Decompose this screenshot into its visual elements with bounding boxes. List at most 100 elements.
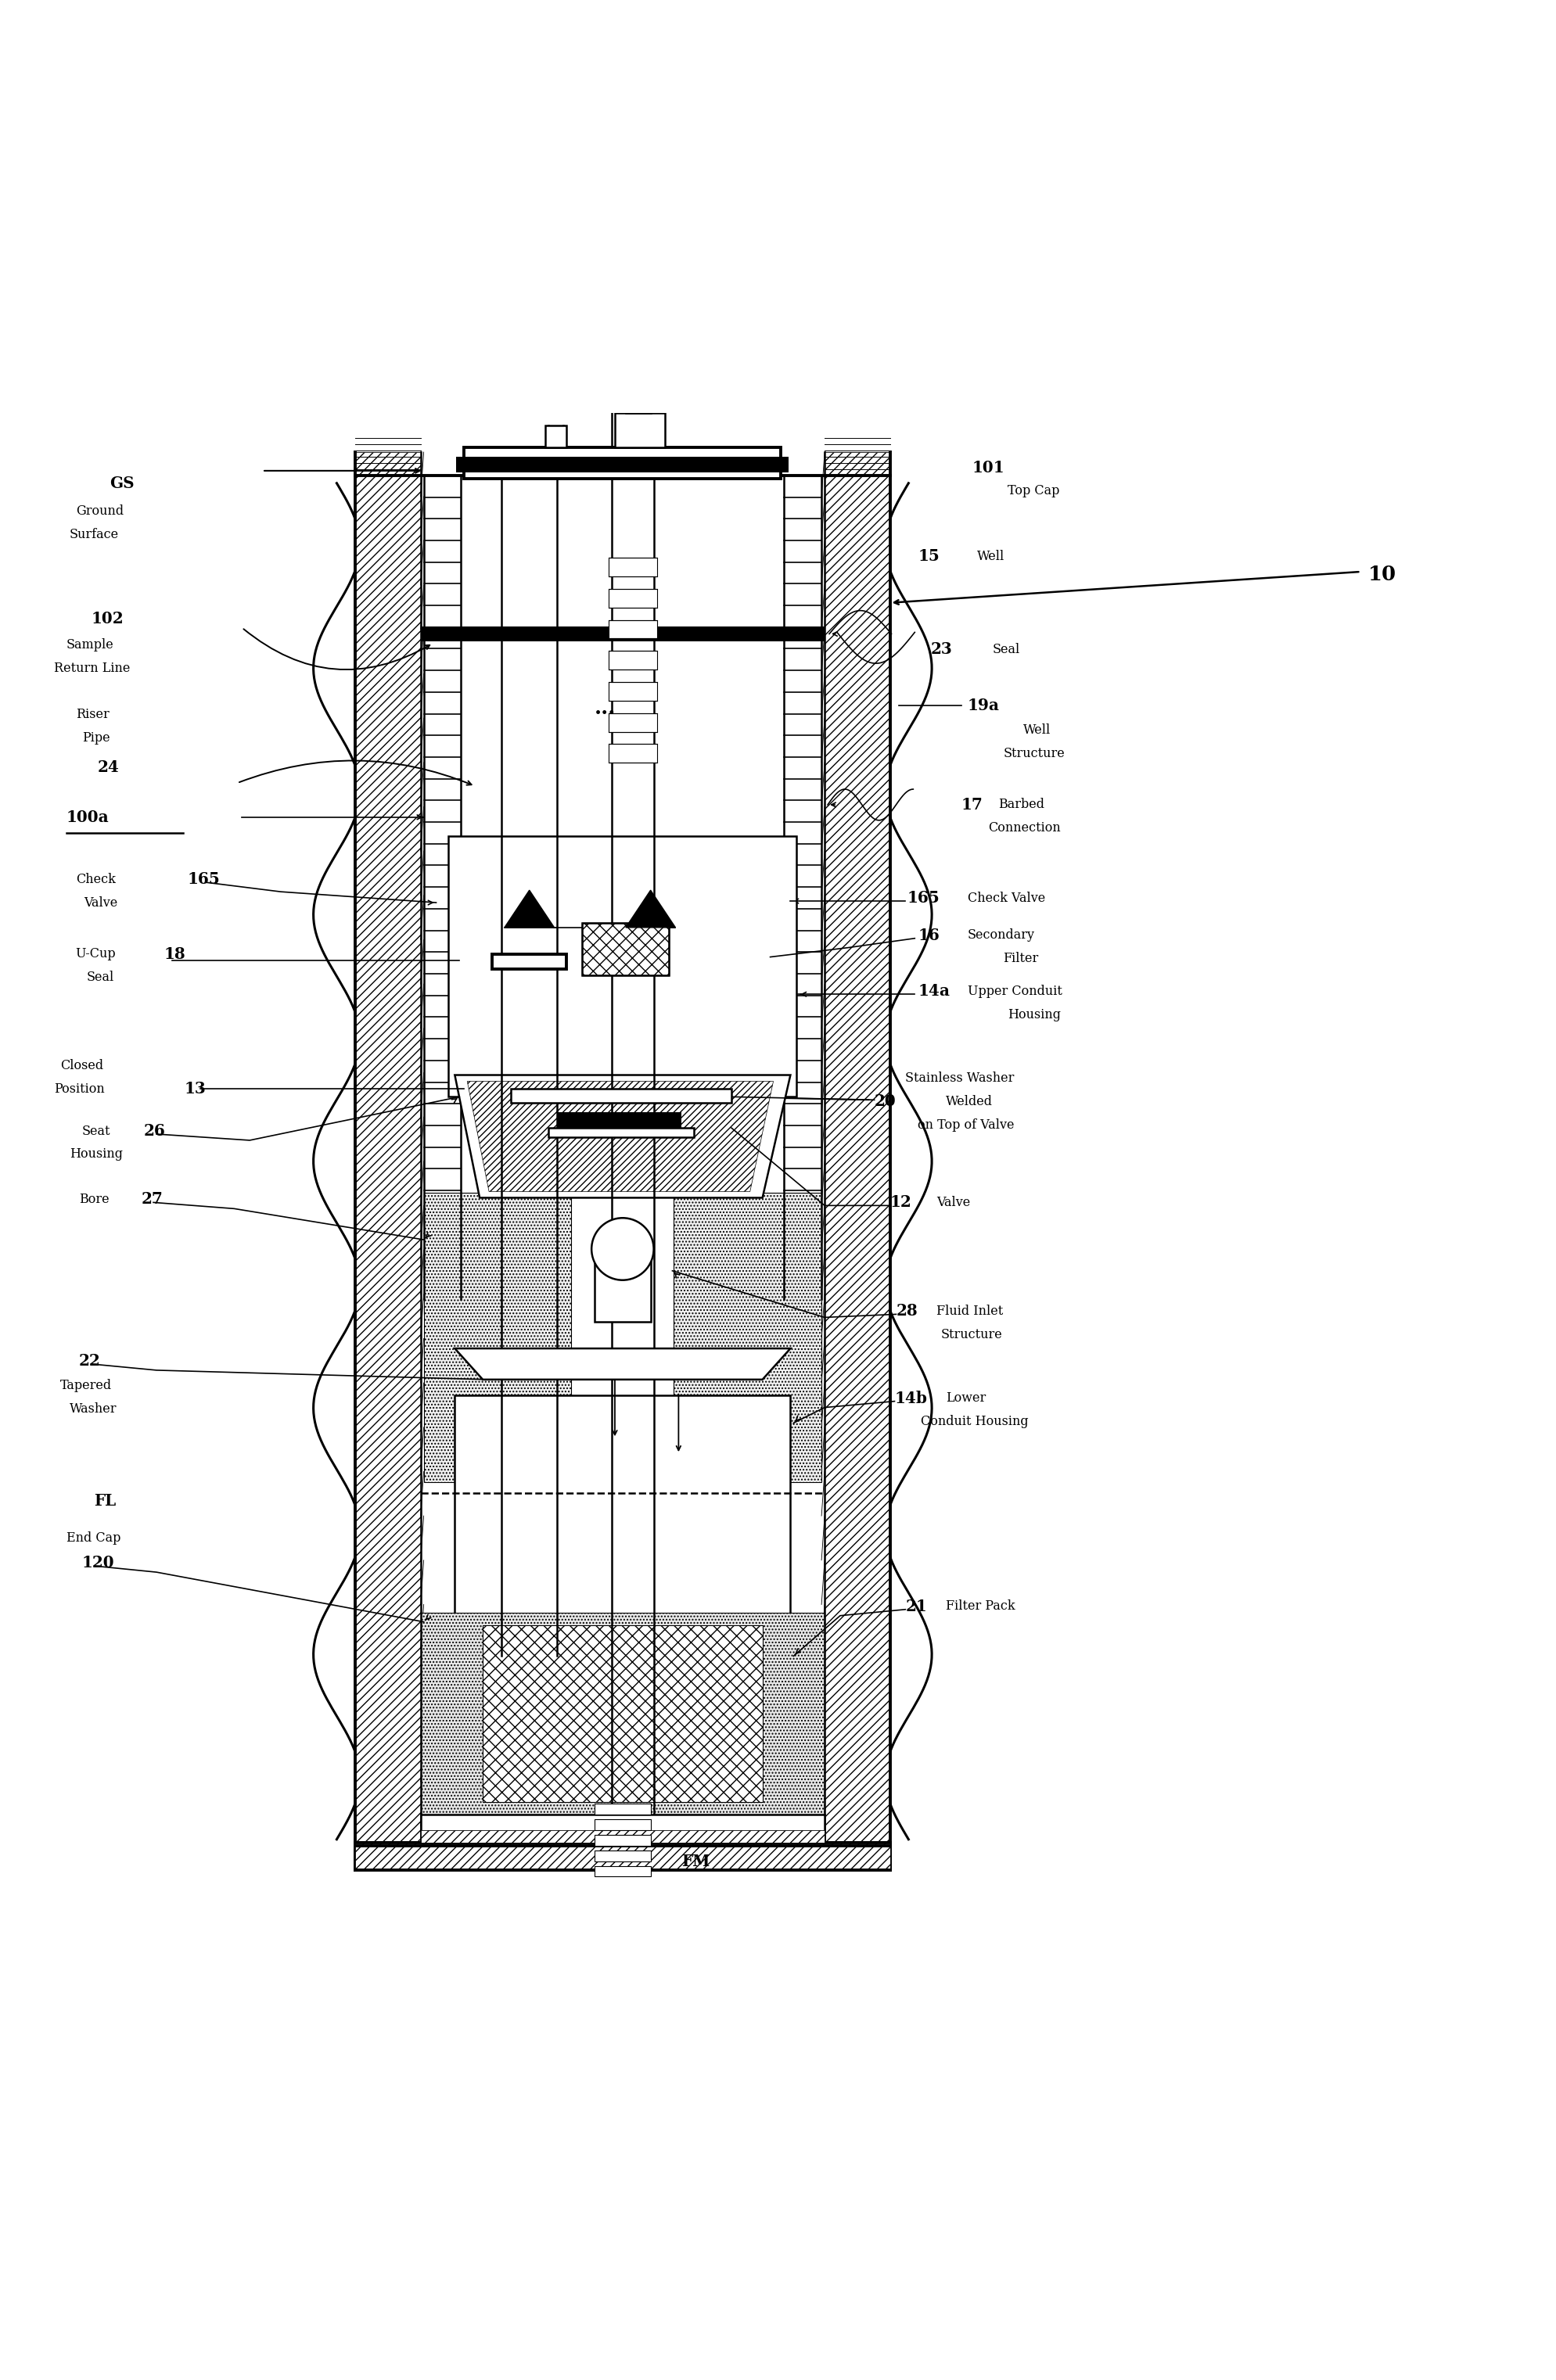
Text: 16: 16 — [918, 928, 940, 942]
Bar — [608, 652, 657, 669]
Text: on Top of Valve: on Top of Valve — [918, 1119, 1015, 1130]
Text: 102: 102 — [92, 612, 124, 626]
Bar — [608, 619, 657, 638]
Text: 18: 18 — [165, 947, 187, 962]
Text: Filter Pack: Filter Pack — [946, 1599, 1015, 1614]
Bar — [548, 1128, 694, 1138]
Text: 101: 101 — [972, 459, 1005, 476]
Bar — [594, 1804, 650, 1814]
Text: Filter: Filter — [1004, 952, 1039, 966]
Text: 26: 26 — [145, 1123, 166, 1138]
Bar — [582, 923, 669, 976]
Text: 12: 12 — [890, 1195, 912, 1211]
Text: Housing: Housing — [70, 1147, 123, 1161]
Text: 24: 24 — [98, 759, 120, 776]
Text: Well: Well — [1024, 724, 1052, 738]
Bar — [423, 1192, 571, 1483]
Text: Pipe: Pipe — [82, 731, 110, 745]
Bar — [482, 1626, 762, 1802]
Text: 14a: 14a — [918, 983, 949, 1000]
Text: Valve: Valve — [84, 895, 117, 909]
Text: 100a: 100a — [67, 809, 109, 826]
Bar — [608, 745, 657, 764]
Text: 22: 22 — [79, 1354, 101, 1368]
Text: U-Cup: U-Cup — [76, 947, 117, 962]
Text: Stainless Washer: Stainless Washer — [906, 1071, 1015, 1085]
Text: 120: 120 — [82, 1554, 115, 1571]
Text: Upper Conduit: Upper Conduit — [968, 985, 1063, 997]
Text: Position: Position — [54, 1083, 104, 1095]
Bar — [674, 1192, 822, 1483]
Text: Bore: Bore — [79, 1192, 109, 1207]
Bar — [608, 557, 657, 576]
Bar — [454, 1395, 790, 1814]
Text: Structure: Structure — [941, 1328, 1002, 1340]
Bar — [825, 452, 890, 1871]
Text: FM: FM — [682, 1854, 710, 1868]
Text: Sample: Sample — [67, 638, 114, 652]
Text: Conduit Housing: Conduit Housing — [921, 1414, 1029, 1428]
Text: Fluid Inlet: Fluid Inlet — [937, 1304, 1004, 1319]
Polygon shape — [454, 1076, 790, 1197]
Bar — [594, 1818, 650, 1830]
Text: Connection: Connection — [988, 821, 1060, 835]
Bar — [608, 714, 657, 731]
Text: 165: 165 — [188, 871, 221, 888]
Bar — [608, 683, 657, 700]
Bar — [510, 1090, 731, 1102]
Text: Closed: Closed — [61, 1059, 103, 1073]
Text: End Cap: End Cap — [67, 1530, 121, 1545]
Text: Structure: Structure — [1004, 747, 1064, 759]
Text: 13: 13 — [185, 1081, 205, 1097]
Text: 17: 17 — [962, 797, 983, 812]
Text: Seat: Seat — [82, 1123, 110, 1138]
Text: Seal: Seal — [87, 971, 114, 983]
Circle shape — [591, 1219, 654, 1280]
Text: 28: 28 — [896, 1304, 918, 1319]
Bar — [420, 1614, 825, 1814]
Text: Return Line: Return Line — [54, 662, 131, 674]
Text: Barbed: Barbed — [999, 797, 1044, 812]
Polygon shape — [467, 1081, 773, 1192]
Text: 21: 21 — [906, 1599, 927, 1614]
Text: Well: Well — [977, 550, 1005, 562]
Text: Riser: Riser — [76, 707, 109, 721]
Polygon shape — [454, 1349, 790, 1380]
Bar — [355, 1842, 890, 1871]
Text: 19a: 19a — [968, 697, 999, 714]
Text: 15: 15 — [918, 547, 940, 564]
Bar — [420, 1830, 825, 1842]
Bar — [608, 588, 657, 607]
Text: Check Valve: Check Valve — [968, 890, 1046, 904]
Bar — [448, 835, 797, 1097]
Text: 165: 165 — [907, 890, 940, 907]
Bar — [464, 447, 781, 478]
Text: Surface: Surface — [70, 528, 118, 540]
Bar — [582, 923, 669, 976]
Bar — [545, 426, 566, 447]
Bar — [594, 1247, 650, 1321]
Bar — [456, 457, 789, 471]
Text: Check: Check — [76, 873, 115, 885]
Bar — [420, 1814, 825, 1842]
Bar — [355, 1842, 890, 1871]
Text: Washer: Washer — [70, 1402, 117, 1416]
Bar — [355, 452, 420, 1871]
Text: Tapered: Tapered — [61, 1378, 112, 1392]
Bar — [420, 626, 825, 643]
Polygon shape — [626, 890, 675, 928]
Bar — [594, 1849, 650, 1861]
Text: Ground: Ground — [76, 505, 123, 519]
Text: Housing: Housing — [1008, 1007, 1061, 1021]
Bar — [626, 405, 650, 414]
Text: Secondary: Secondary — [968, 928, 1035, 942]
Text: 23: 23 — [930, 643, 952, 657]
Bar — [615, 414, 664, 447]
Text: FL: FL — [95, 1492, 117, 1509]
Polygon shape — [454, 1349, 790, 1380]
Bar — [492, 954, 566, 969]
Text: 14b: 14b — [895, 1390, 927, 1407]
Bar — [594, 1866, 650, 1878]
Bar — [594, 1835, 650, 1844]
Text: Welded: Welded — [946, 1095, 993, 1109]
